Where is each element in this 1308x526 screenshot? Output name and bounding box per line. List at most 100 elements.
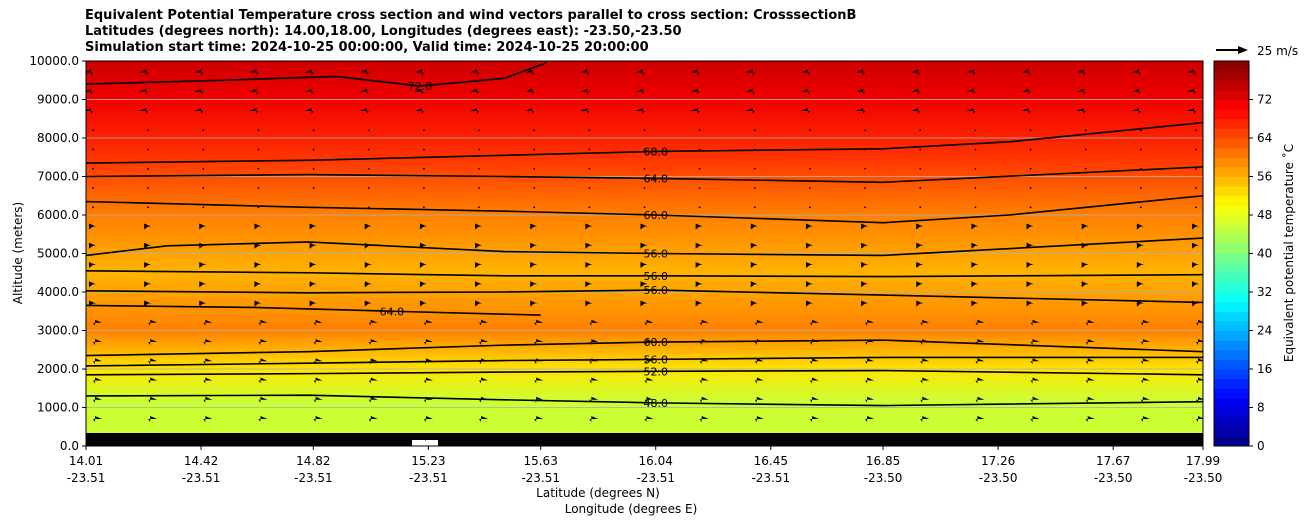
colorbar-segment bbox=[1214, 340, 1249, 351]
x-axis-label: Latitude (degrees N) bbox=[536, 486, 660, 500]
contour-label: 60.0 bbox=[643, 336, 668, 349]
wind-vector bbox=[86, 88, 93, 95]
wind-vector bbox=[920, 396, 930, 403]
wind-vector bbox=[695, 262, 703, 269]
contour-line bbox=[86, 369, 1203, 376]
x-tick-label-lat: 16.45 bbox=[754, 454, 788, 468]
wind-vector bbox=[359, 108, 369, 115]
wind-vector bbox=[1136, 262, 1144, 269]
x-tick-label-lon: -23.51 bbox=[182, 471, 221, 485]
wind-vector bbox=[479, 319, 489, 326]
wind-vector bbox=[1026, 300, 1034, 307]
wind-vector bbox=[423, 148, 425, 151]
wind-vector bbox=[809, 396, 819, 403]
colorbar-segment bbox=[1214, 330, 1249, 341]
wind-vector bbox=[1192, 300, 1199, 307]
wind-vector bbox=[1085, 377, 1095, 384]
wind-vector bbox=[199, 262, 207, 269]
wind-vector bbox=[865, 435, 875, 442]
wind-vector bbox=[1195, 167, 1197, 170]
wind-vector bbox=[1030, 319, 1040, 326]
wind-vector bbox=[194, 69, 204, 76]
wind-vector bbox=[368, 358, 378, 365]
colorbar-segment bbox=[1214, 138, 1249, 149]
wind-vector bbox=[312, 129, 315, 132]
wind-vector bbox=[368, 377, 378, 384]
colorbar-segment bbox=[1214, 397, 1249, 408]
wind-vector bbox=[367, 187, 370, 189]
wind-vector bbox=[257, 187, 260, 189]
wind-vector bbox=[1140, 358, 1150, 365]
wind-vector bbox=[144, 300, 152, 307]
wind-vector bbox=[1076, 69, 1086, 76]
x-tick-label-lon: -23.51 bbox=[409, 471, 448, 485]
colorbar-tick-label: 40 bbox=[1257, 247, 1272, 261]
contour-line bbox=[86, 121, 1203, 164]
wind-vector bbox=[147, 129, 150, 132]
wind-vector bbox=[974, 148, 977, 151]
wind-vector bbox=[920, 435, 930, 442]
wind-vector bbox=[313, 377, 323, 384]
wind-vector bbox=[199, 223, 207, 230]
wind-vector bbox=[585, 223, 593, 230]
wind-vector bbox=[643, 148, 646, 151]
wind-vector bbox=[530, 223, 538, 230]
contour-label: 56.0 bbox=[643, 270, 668, 283]
wind-vector bbox=[745, 88, 755, 95]
wind-vector bbox=[865, 319, 875, 326]
wind-vector bbox=[644, 319, 654, 326]
plot-area: 48.052.056.060.064.056.056.056.060.064.0… bbox=[86, 61, 1203, 446]
x-tick-label-lat: 17.99 bbox=[1186, 454, 1220, 468]
wind-vector bbox=[148, 396, 158, 403]
wind-vector bbox=[585, 300, 593, 307]
wind-vector bbox=[313, 358, 323, 365]
wind-vector bbox=[695, 300, 703, 307]
y-tick-label: 2000.0 bbox=[37, 362, 79, 376]
wind-vector bbox=[1026, 242, 1034, 249]
y-tick-label: 9000.0 bbox=[37, 93, 79, 107]
y-tick-label: 3000.0 bbox=[37, 324, 79, 338]
wind-vector bbox=[589, 377, 599, 384]
contour-label: 68.0 bbox=[643, 145, 668, 158]
wind-vector bbox=[916, 223, 924, 230]
wind-vector bbox=[864, 187, 866, 189]
wind-vector bbox=[809, 167, 811, 170]
wind-vector bbox=[920, 358, 930, 365]
wind-vector bbox=[534, 319, 544, 326]
colorbar-segment bbox=[1214, 301, 1249, 312]
wind-vector bbox=[534, 435, 544, 442]
surface-dense-contours bbox=[86, 433, 1203, 446]
wind-vector bbox=[479, 435, 489, 442]
wind-vector bbox=[202, 167, 205, 170]
wind-vector bbox=[147, 206, 150, 209]
colorbar-segment bbox=[1214, 436, 1249, 447]
wind-vector bbox=[92, 167, 94, 170]
wind-vector bbox=[258, 319, 268, 326]
colorbar-segment bbox=[1214, 70, 1249, 81]
wind-vector bbox=[585, 262, 593, 269]
wind-vector bbox=[304, 88, 314, 95]
wind-vector bbox=[1085, 339, 1095, 346]
wind-vector bbox=[1085, 435, 1095, 442]
wind-vector bbox=[419, 242, 427, 249]
x-tick-label-lat: 17.26 bbox=[981, 454, 1015, 468]
wind-vector bbox=[147, 148, 150, 151]
wind-vector bbox=[359, 69, 369, 76]
wind-vector bbox=[1192, 223, 1199, 230]
wind-vector bbox=[1140, 396, 1150, 403]
wind-vector bbox=[203, 377, 213, 384]
wind-vector bbox=[1026, 262, 1034, 269]
wind-vector bbox=[975, 435, 985, 442]
wind-vector bbox=[93, 416, 102, 423]
colorbar-segment bbox=[1214, 128, 1249, 139]
wind-vector bbox=[89, 281, 96, 288]
wind-vector bbox=[313, 416, 323, 423]
wind-vector bbox=[643, 167, 646, 170]
wind-vector bbox=[800, 88, 810, 95]
wind-vector bbox=[203, 396, 213, 403]
contour-label: 56.0 bbox=[643, 248, 668, 261]
wind-vector bbox=[530, 242, 538, 249]
contour-line bbox=[86, 356, 1203, 367]
wind-vector bbox=[139, 69, 149, 76]
colorbar-segment bbox=[1214, 166, 1249, 177]
